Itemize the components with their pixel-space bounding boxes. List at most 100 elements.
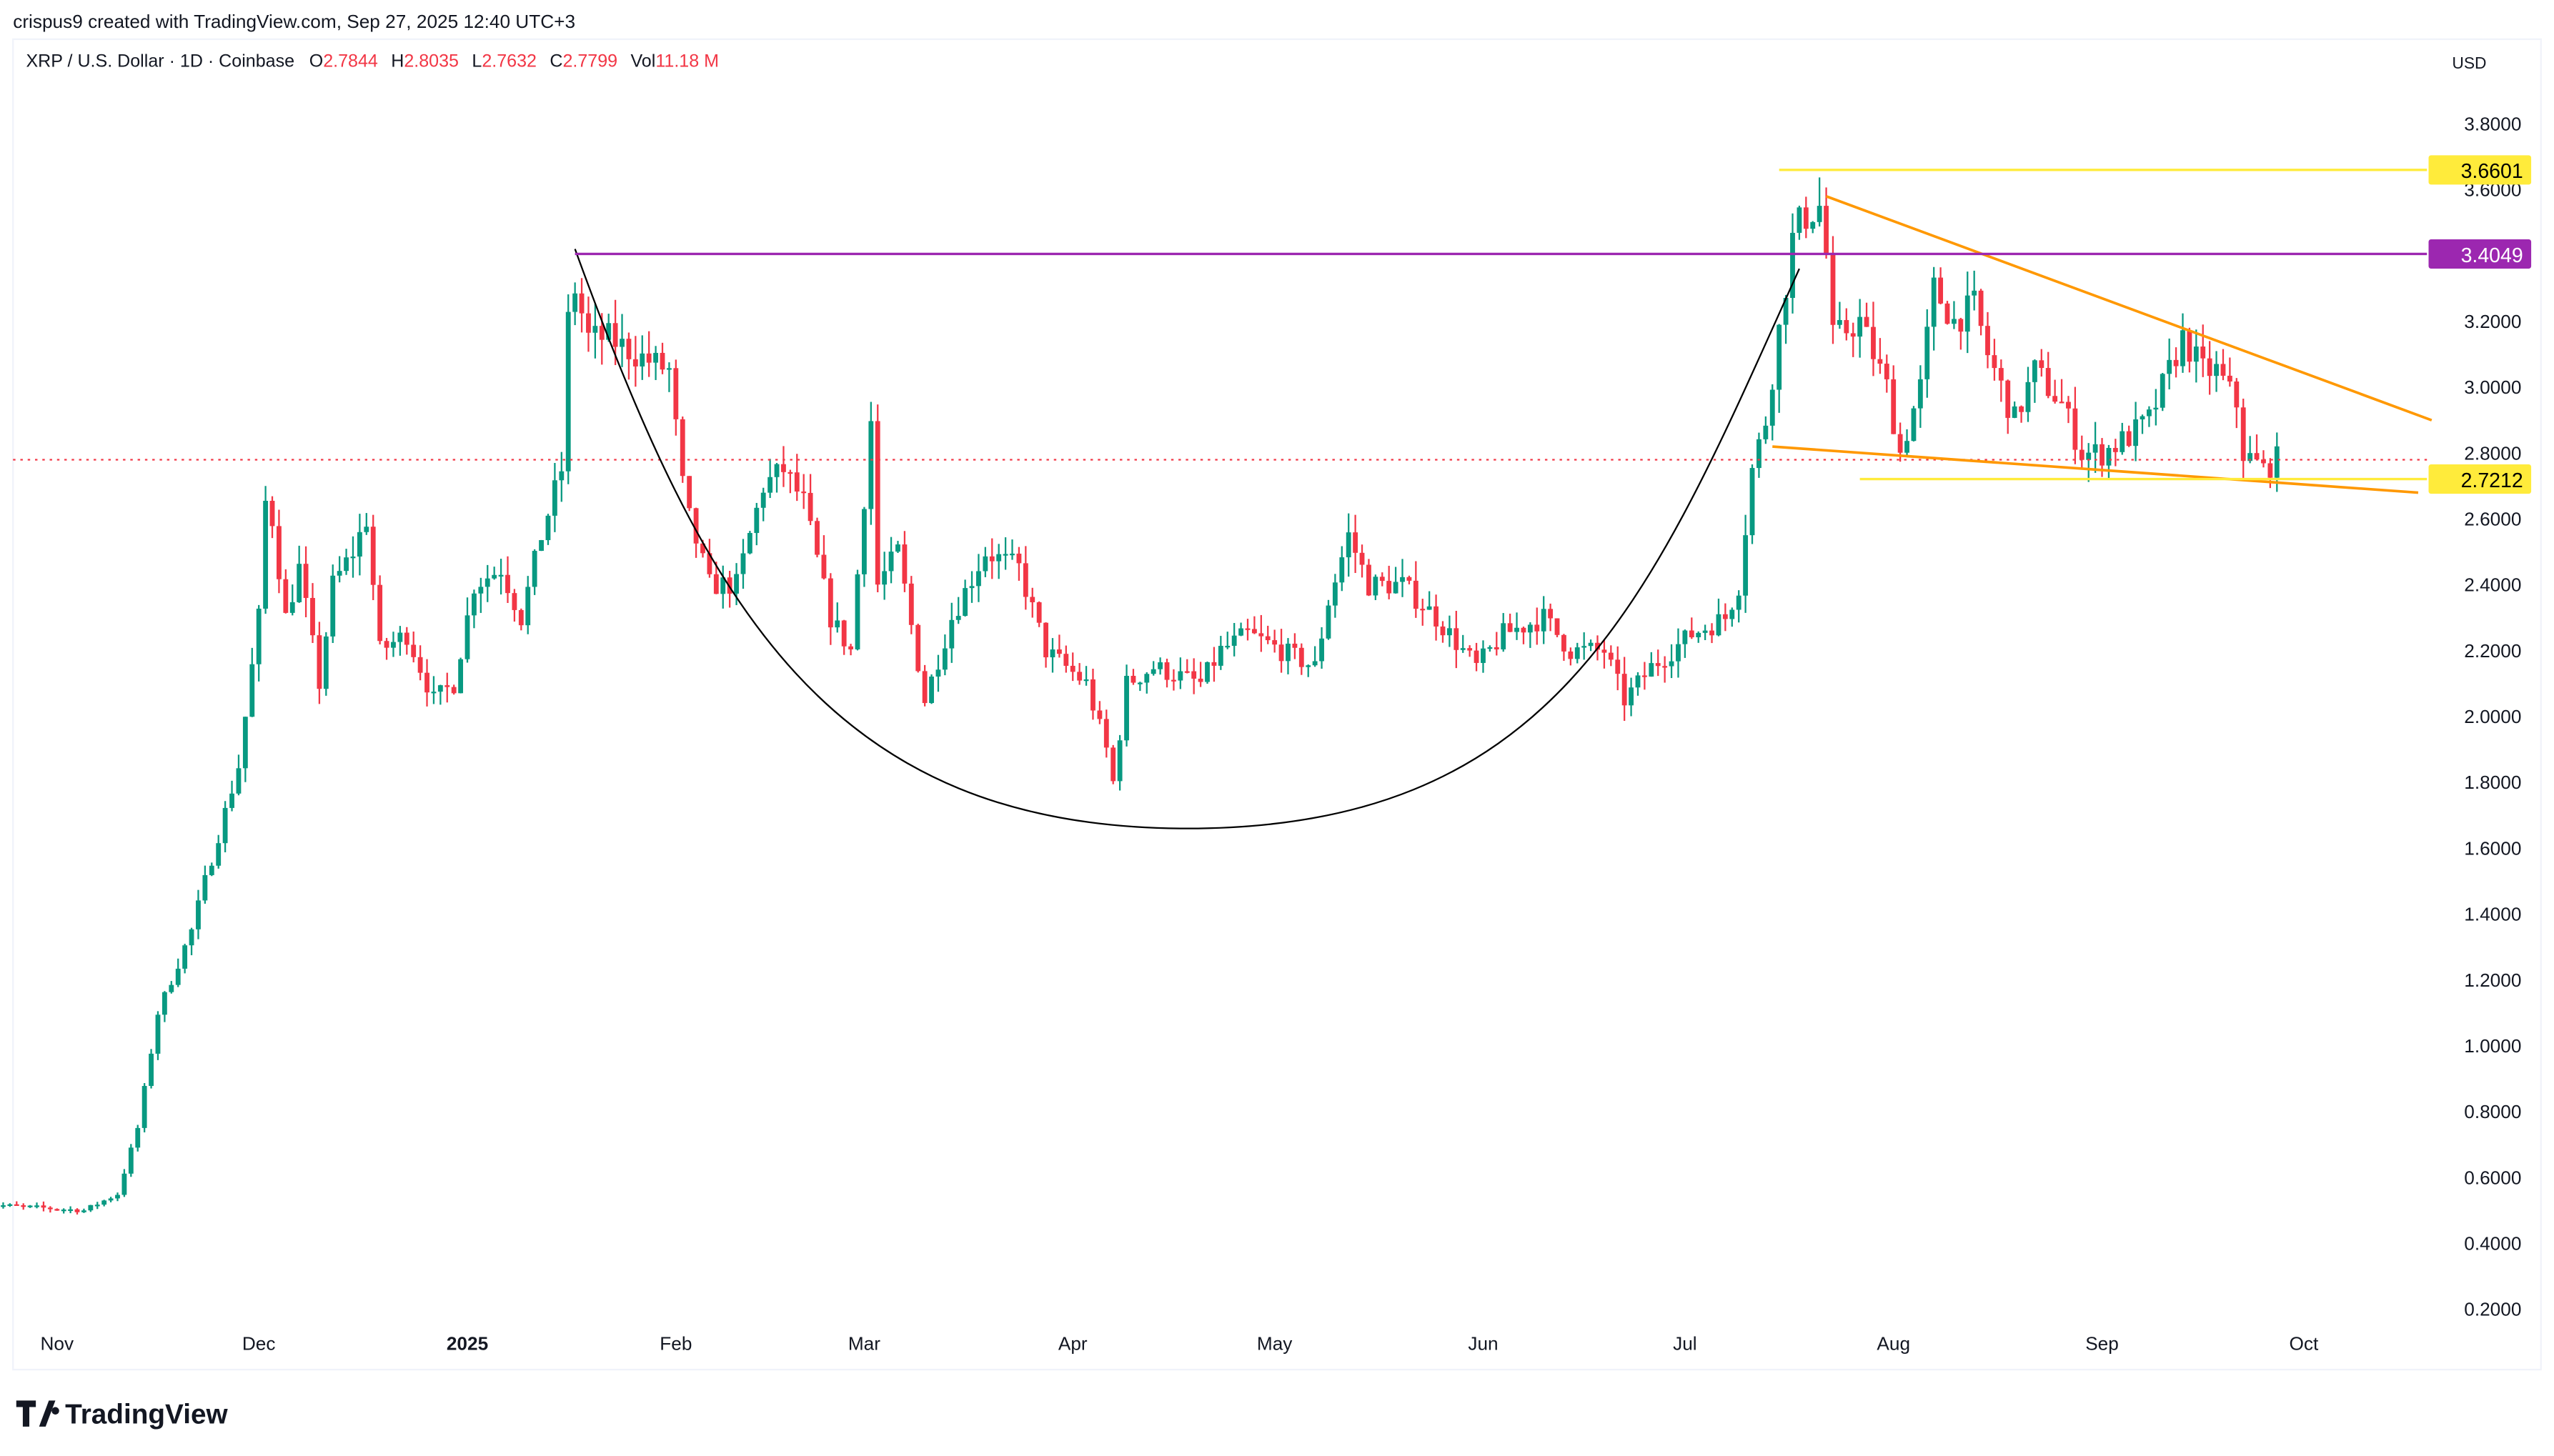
candle-body: [1541, 609, 1546, 632]
candle-body: [397, 632, 403, 642]
candle-body: [317, 635, 322, 689]
candle-body: [464, 615, 470, 659]
candle: [955, 597, 961, 624]
candle-body: [525, 587, 531, 626]
candle: [2167, 338, 2172, 390]
price-axis[interactable]: 3.80003.60003.20003.00002.80002.60002.40…: [2428, 113, 2532, 1320]
candle-body: [2012, 406, 2017, 418]
candle-body: [364, 527, 369, 532]
time-tick-label: Sep: [2085, 1333, 2119, 1355]
candle-body: [908, 583, 914, 625]
candle-body: [1911, 408, 1917, 442]
candle-body: [2045, 368, 2051, 397]
candle: [740, 539, 746, 589]
candle-body: [586, 313, 591, 333]
candle-body: [707, 553, 712, 574]
symbol-name[interactable]: XRP / U.S. Dollar · 1D · Coinbase: [26, 51, 294, 71]
candle: [572, 282, 578, 326]
price-tick-label: 1.0000: [2464, 1035, 2521, 1057]
candle-body: [1023, 563, 1028, 597]
candle-body: [2120, 431, 2125, 452]
candle: [1056, 634, 1062, 658]
credit-text: crispus9 created with TradingView.com, S…: [13, 11, 575, 32]
tradingview-logo[interactable]: TradingView: [16, 1399, 229, 1430]
candle: [458, 657, 464, 694]
candle-body: [81, 1210, 86, 1212]
candle: [115, 1192, 120, 1202]
candle-body: [2059, 402, 2064, 404]
candle-body: [189, 929, 194, 946]
candle-body: [794, 472, 800, 492]
candle-body: [303, 564, 309, 598]
candle-body: [2167, 359, 2172, 374]
candle-body: [263, 500, 269, 609]
chart-frame: [12, 38, 2542, 1371]
candle: [774, 462, 780, 493]
candle: [1978, 289, 1984, 336]
time-tick-label: Aug: [1877, 1333, 1910, 1355]
candle-body: [2220, 364, 2226, 376]
candle-body: [949, 619, 955, 649]
low-label: L: [472, 51, 482, 71]
price-tick-label: 0.8000: [2464, 1101, 2521, 1122]
candle-body: [1904, 441, 1909, 453]
candle-body: [1016, 553, 1022, 564]
candle: [1218, 636, 1223, 670]
candle: [787, 469, 793, 494]
candle-body: [1070, 665, 1075, 672]
candle-body: [1548, 609, 1554, 619]
candle: [841, 619, 847, 655]
candle: [1184, 659, 1190, 674]
candle: [888, 537, 894, 584]
candle-body: [1501, 623, 1506, 649]
candle-body: [1110, 747, 1116, 782]
candle: [794, 454, 800, 502]
candle: [391, 632, 396, 657]
candle: [996, 544, 1002, 579]
candle: [1205, 661, 1210, 684]
candle-body: [1326, 605, 1331, 639]
candle-body: [1736, 595, 1741, 610]
candle: [525, 576, 531, 634]
candle: [61, 1208, 66, 1214]
price-tick-label: 0.2000: [2464, 1299, 2521, 1320]
currency-button[interactable]: [2436, 45, 2503, 79]
candle: [1366, 559, 1371, 597]
candle: [1131, 669, 1136, 685]
candle-body: [1211, 662, 1217, 666]
candle-body: [175, 968, 181, 985]
candle-body: [2227, 375, 2232, 382]
candle-body: [2193, 346, 2199, 362]
candle: [289, 584, 295, 616]
candle-body: [1783, 297, 1789, 325]
candle-body: [34, 1205, 39, 1207]
candle-body: [1077, 672, 1083, 681]
candle: [162, 991, 167, 1022]
candle: [915, 624, 921, 673]
candle: [1911, 406, 1917, 442]
candle: [1757, 432, 1762, 478]
candle-body: [882, 571, 888, 585]
candle: [1736, 590, 1741, 623]
candle: [1420, 599, 1426, 626]
candle: [2234, 378, 2240, 429]
candle-body: [1629, 687, 1634, 706]
candle: [875, 404, 880, 592]
candle: [478, 577, 484, 613]
candle: [1110, 744, 1116, 784]
cup-curve: [574, 249, 1800, 829]
candle: [1817, 177, 1822, 227]
candle: [868, 402, 874, 525]
candle-body: [377, 584, 383, 642]
candle: [2086, 443, 2092, 482]
candle-body: [1702, 630, 1708, 633]
time-axis[interactable]: Nov Dec 2025 Feb Mar Apr May Jun Jul Aug Sep Oct: [40, 1333, 2319, 1355]
candle: [472, 589, 477, 629]
candle-body: [740, 553, 746, 574]
falling-wedge-upper-line: [1825, 195, 2433, 422]
candle: [720, 565, 726, 609]
candle-body: [612, 323, 618, 347]
candle-body: [855, 574, 860, 649]
candle: [1709, 623, 1714, 644]
